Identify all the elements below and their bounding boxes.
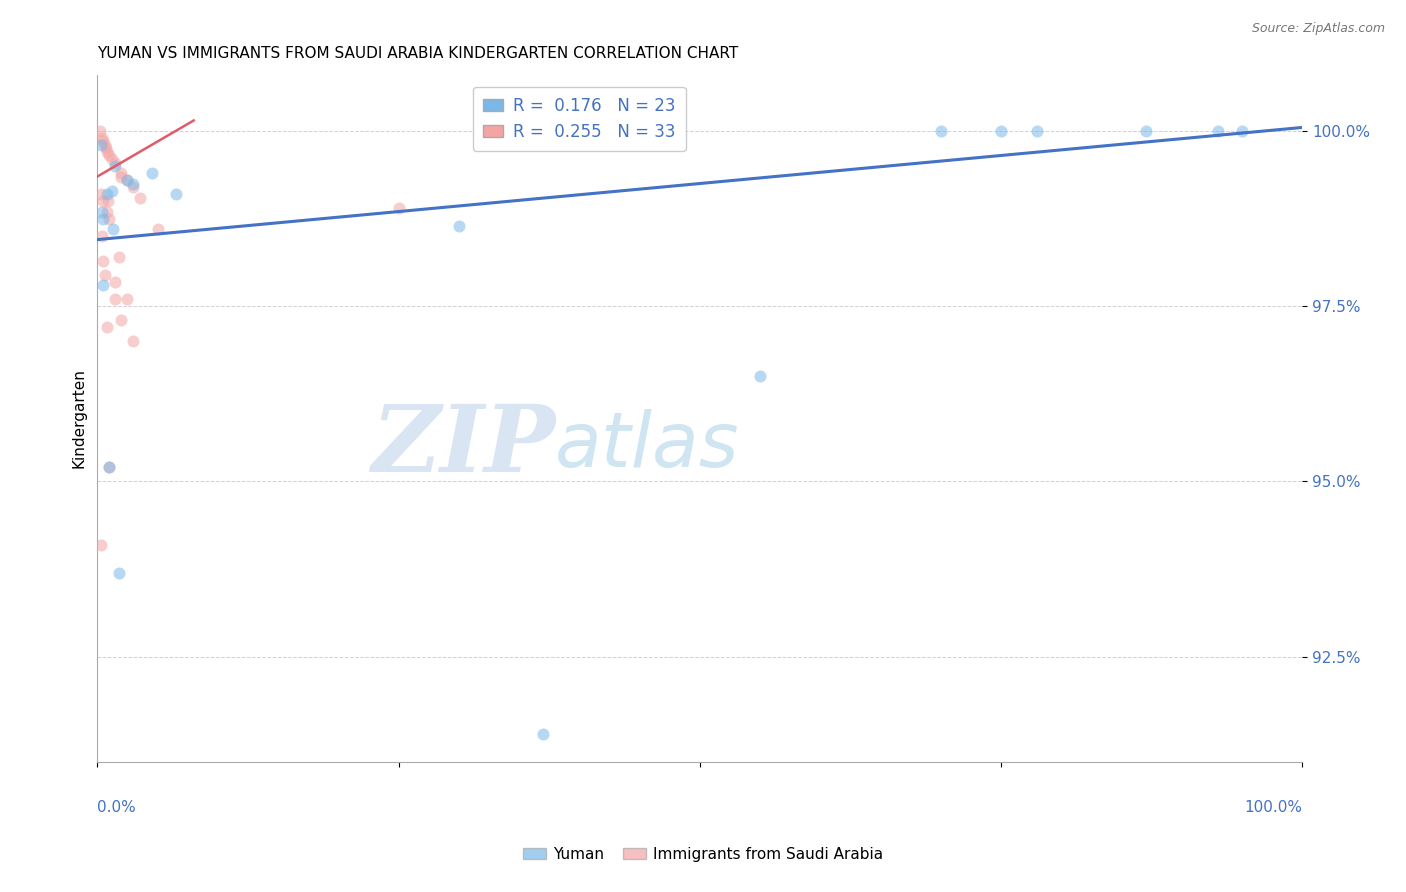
Point <box>96 145 118 159</box>
Point <box>97 194 120 208</box>
Point <box>98 148 121 162</box>
Point <box>101 222 124 236</box>
Point <box>98 211 121 226</box>
Point <box>90 537 112 551</box>
Point <box>93 135 115 149</box>
Text: YUMAN VS IMMIGRANTS FROM SAUDI ARABIA KINDERGARTEN CORRELATION CHART: YUMAN VS IMMIGRANTS FROM SAUDI ARABIA KI… <box>97 46 738 62</box>
Point <box>128 190 150 204</box>
Point <box>165 187 187 202</box>
Point <box>101 184 124 198</box>
Legend: R =  0.176   N = 23, R =  0.255   N = 33: R = 0.176 N = 23, R = 0.255 N = 33 <box>472 87 686 151</box>
Point <box>90 138 112 153</box>
Point <box>1206 124 1229 138</box>
Text: ZIP: ZIP <box>371 401 555 491</box>
Legend: Yuman, Immigrants from Saudi Arabia: Yuman, Immigrants from Saudi Arabia <box>516 841 890 868</box>
Point <box>122 177 145 191</box>
Point <box>104 275 127 289</box>
Point <box>93 253 115 268</box>
Text: 0.0%: 0.0% <box>97 799 136 814</box>
Point <box>89 124 111 138</box>
Point <box>101 152 124 166</box>
Point <box>93 194 115 208</box>
Point <box>110 313 132 327</box>
Point <box>108 566 131 580</box>
Point <box>96 187 118 202</box>
Point <box>929 124 952 138</box>
Point <box>91 204 114 219</box>
Point <box>749 369 772 384</box>
Point <box>1135 124 1157 138</box>
Point <box>110 166 132 180</box>
Point <box>98 460 121 475</box>
Point <box>990 124 1012 138</box>
Point <box>93 268 115 282</box>
Point <box>531 727 554 741</box>
Point <box>90 187 112 202</box>
Point <box>93 278 115 293</box>
Text: Source: ZipAtlas.com: Source: ZipAtlas.com <box>1251 22 1385 36</box>
Point <box>96 204 118 219</box>
Y-axis label: Kindergarten: Kindergarten <box>72 368 86 468</box>
Point <box>117 173 139 187</box>
Point <box>141 166 163 180</box>
Point <box>104 292 127 306</box>
Point <box>117 173 139 187</box>
Point <box>122 180 145 194</box>
Point <box>96 320 118 334</box>
Point <box>1230 124 1253 138</box>
Point <box>104 159 127 173</box>
Text: atlas: atlas <box>555 409 740 483</box>
Point <box>91 229 114 244</box>
Point <box>146 222 169 236</box>
Point <box>93 211 115 226</box>
Point <box>110 169 132 184</box>
Point <box>387 201 409 215</box>
Point <box>104 155 127 169</box>
Point <box>108 250 131 264</box>
Point <box>98 460 121 475</box>
Point <box>1026 124 1049 138</box>
Point <box>93 138 115 153</box>
Text: 100.0%: 100.0% <box>1244 799 1302 814</box>
Point <box>117 292 139 306</box>
Point <box>122 334 145 349</box>
Point <box>91 131 114 145</box>
Point <box>94 141 117 155</box>
Point <box>447 219 470 233</box>
